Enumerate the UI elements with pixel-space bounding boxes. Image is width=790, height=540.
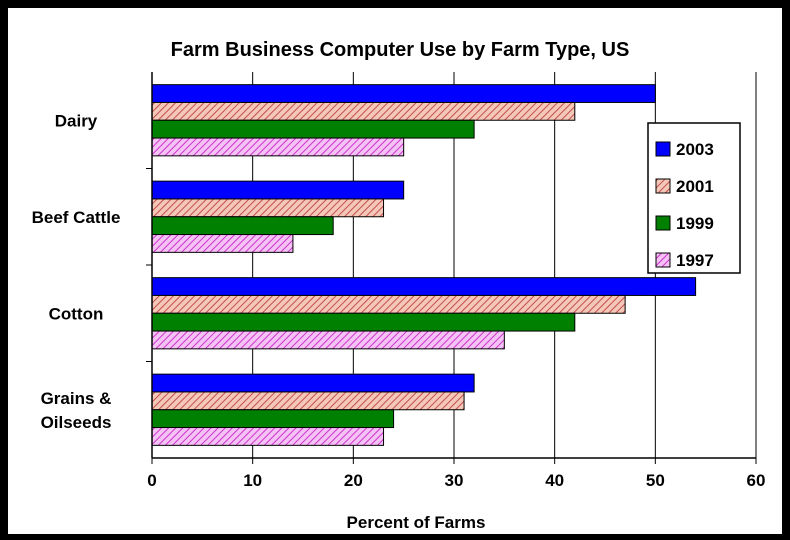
x-tick-label: 40 (545, 471, 564, 490)
bar-2003-3 (152, 374, 474, 392)
category-label: Grains & Oilseeds (41, 389, 112, 432)
bar-2001-3 (152, 392, 464, 410)
legend-swatch-2003 (656, 142, 670, 156)
chart-frame: Farm Business Computer Use by Farm Type,… (8, 8, 782, 534)
legend: 2003 2001 1999 1997 (648, 123, 740, 273)
bar-2003-0 (152, 85, 655, 103)
legend-label-1999: 1999 (676, 214, 714, 233)
bar-1997-2 (152, 331, 504, 349)
legend-swatch-2001 (656, 179, 670, 193)
bar-1999-1 (152, 217, 333, 235)
chart-title: Farm Business Computer Use by Farm Type,… (171, 39, 630, 61)
x-tick-label: 10 (243, 471, 262, 490)
bar-2003-1 (152, 181, 404, 199)
bar-chart: Farm Business Computer Use by Farm Type,… (8, 8, 782, 534)
legend-swatch-1999 (656, 216, 670, 230)
bars (152, 85, 696, 446)
bar-1997-3 (152, 428, 384, 446)
bar-2001-0 (152, 102, 575, 120)
x-tick-label: 60 (747, 471, 766, 490)
x-tick-label: 30 (445, 471, 464, 490)
x-tick-label: 50 (646, 471, 665, 490)
bar-1999-2 (152, 313, 575, 331)
bar-1999-3 (152, 410, 394, 428)
legend-swatch-1997 (656, 253, 670, 267)
x-tick-labels: 0 10 20 30 40 50 60 (147, 471, 765, 490)
bar-2001-2 (152, 295, 625, 313)
x-axis-title: Percent of Farms (347, 513, 486, 532)
bar-1999-0 (152, 120, 474, 138)
category-label: Dairy (55, 111, 98, 130)
bar-1997-1 (152, 235, 293, 253)
category-labels: Dairy Beef Cattle Cotton Grains & Oilseeds (32, 111, 121, 432)
legend-label-2001: 2001 (676, 177, 714, 196)
category-label: Beef Cattle (32, 208, 121, 227)
legend-label-1997: 1997 (676, 251, 714, 270)
bar-2003-2 (152, 278, 696, 296)
bar-1997-0 (152, 138, 404, 156)
bar-2001-1 (152, 199, 384, 217)
legend-label-2003: 2003 (676, 140, 714, 159)
x-tick-label: 20 (344, 471, 363, 490)
category-label: Cotton (49, 304, 104, 323)
x-tick-label: 0 (147, 471, 156, 490)
